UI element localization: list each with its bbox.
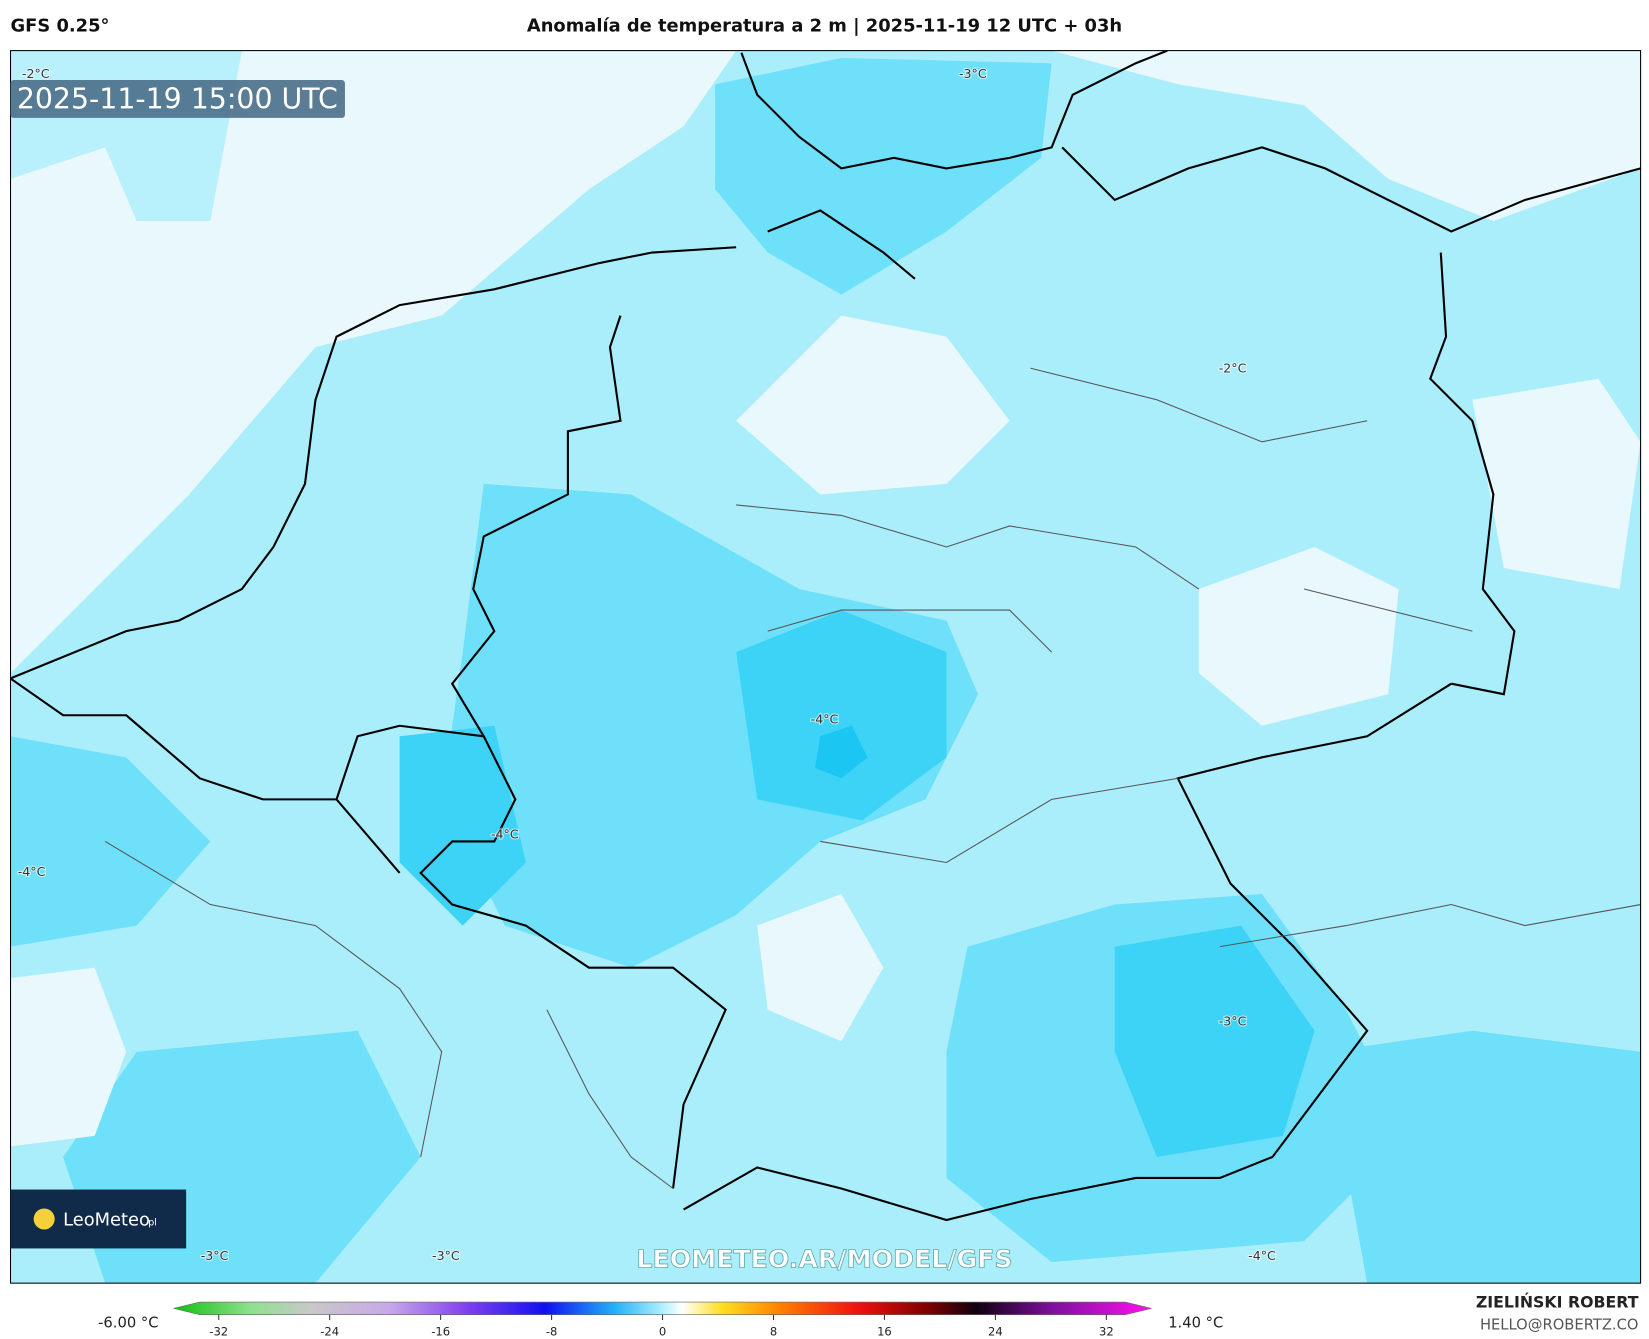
colorbar-ticks: -32 -24 -16 -8 0 8 16 24 32 — [209, 1314, 1114, 1339]
map — [10, 50, 1641, 1284]
contour-label: -3°C — [432, 1248, 460, 1263]
colorbar-tick-label: 24 — [988, 1325, 1003, 1339]
colorbar-tick-label: 16 — [877, 1325, 892, 1339]
contour-label: -4°C — [1248, 1248, 1276, 1263]
colorbar-tick-label: -16 — [431, 1325, 450, 1339]
contour-label: -4°C — [811, 712, 839, 727]
watermark: LEOMETEO.AR/MODEL/GFS — [636, 1244, 1012, 1273]
logo-suffix: pl — [148, 1217, 157, 1228]
contour-label: -3°C — [201, 1248, 229, 1263]
logo: LeoMeteo — [63, 1209, 150, 1230]
valid-time: 2025-11-19 15:00 UTC — [17, 82, 338, 115]
colorbar-max: 1.40 °C — [1168, 1314, 1223, 1331]
contour-label: -2°C — [22, 66, 50, 81]
colorbar-tick-label: -32 — [209, 1325, 228, 1339]
contour-label: -3°C — [1219, 1013, 1247, 1028]
email: HELLO@ROBERTZ.CO — [1480, 1316, 1639, 1333]
colorbar-min: -6.00 °C — [98, 1314, 158, 1331]
colorbar-tick-label: 0 — [659, 1325, 666, 1339]
map-frame — [9, 50, 1642, 1284]
contour-labels: -2°C -3°C -2°C -4°C -4°C -4°C -3°C -3°C -3°C -4°C — [17, 65, 1277, 1264]
model-name: GFS 0.25° — [11, 16, 110, 37]
colorbar-tick-label: -24 — [320, 1325, 339, 1339]
colorbar-tick-label: 32 — [1099, 1325, 1114, 1339]
contour-label: -4°C — [18, 864, 46, 879]
contour-label: -4°C — [491, 826, 519, 841]
colorbar-tick-label: -8 — [546, 1325, 558, 1339]
contour-label: -2°C — [1219, 360, 1247, 375]
colorbar — [173, 1301, 1152, 1315]
colorbar-tick-label: 8 — [770, 1325, 777, 1339]
author: ZIELIŃSKI ROBERT — [1476, 1292, 1639, 1311]
contour-label: -3°C — [959, 66, 987, 81]
map-title: Anomalía de temperatura a 2 m | 2025-11-… — [527, 16, 1122, 37]
time-box — [10, 80, 345, 118]
logo-sun — [33, 1208, 55, 1230]
